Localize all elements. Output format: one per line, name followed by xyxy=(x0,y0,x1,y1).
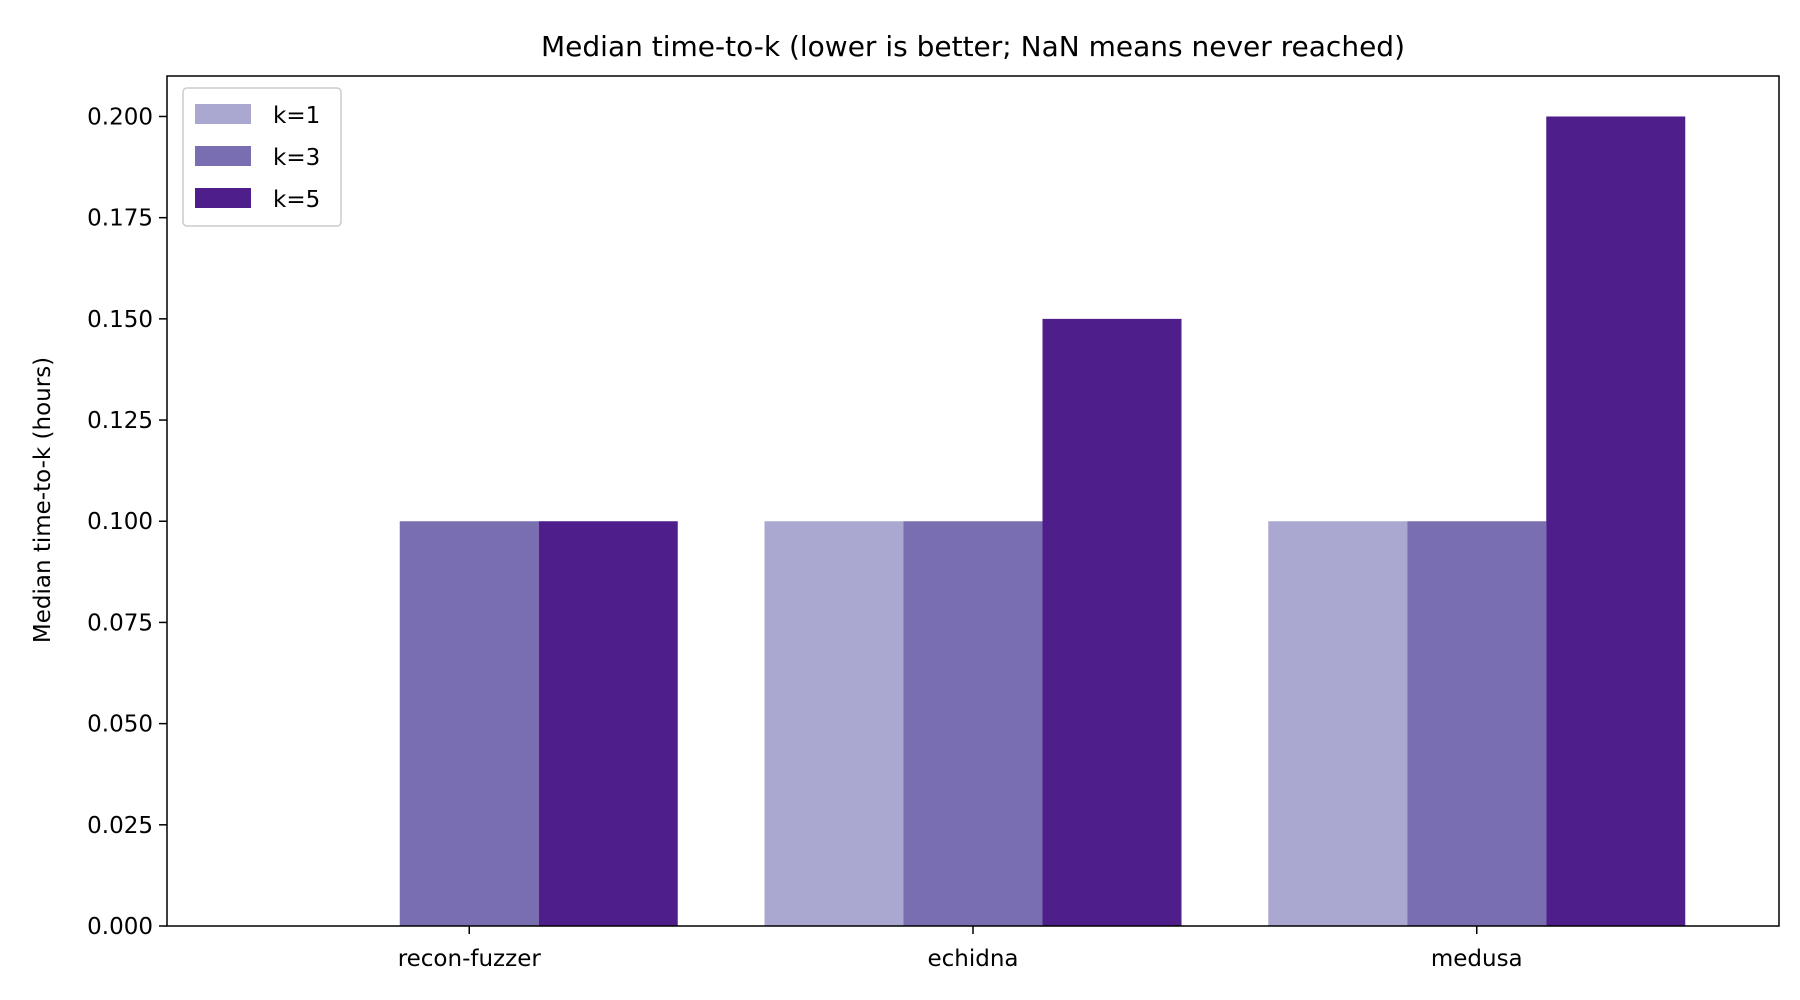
bar-echidna-k=3 xyxy=(903,521,1043,926)
bar-recon-fuzzer-k=5 xyxy=(538,521,678,926)
chart-title: Median time-to-k (lower is better; NaN m… xyxy=(541,30,1405,63)
y-tick-label: 0.000 xyxy=(87,914,153,940)
y-tick-label: 0.025 xyxy=(87,813,153,839)
bar-medusa-k=5 xyxy=(1546,116,1686,927)
legend-label: k=5 xyxy=(273,187,320,213)
bar-echidna-k=5 xyxy=(1042,318,1182,926)
y-tick-label: 0.075 xyxy=(87,610,153,636)
y-tick-label: 0.100 xyxy=(87,509,153,535)
x-tick-label: echidna xyxy=(927,946,1018,972)
bars-group xyxy=(399,116,1686,927)
legend-label: k=1 xyxy=(273,103,320,129)
bar-echidna-k=1 xyxy=(764,521,904,926)
x-tick-label: medusa xyxy=(1431,946,1523,972)
y-tick-label: 0.175 xyxy=(87,206,153,232)
bar-medusa-k=1 xyxy=(1268,521,1408,926)
bar-recon-fuzzer-k=3 xyxy=(399,521,539,926)
x-tick-label: recon-fuzzer xyxy=(398,946,542,972)
legend-swatch-k=5 xyxy=(195,188,251,208)
y-tick-label: 0.200 xyxy=(87,104,153,130)
legend: k=1 k=3 k=5 xyxy=(182,87,342,227)
legend-swatch-k=3 xyxy=(195,146,251,166)
x-axis: recon-fuzzer echidna medusa xyxy=(398,926,1523,972)
bar-medusa-k=3 xyxy=(1407,521,1547,926)
y-tick-label: 0.050 xyxy=(87,712,153,738)
plot-frame xyxy=(166,75,1780,927)
y-axis: 0.000 0.025 0.050 0.075 0.100 0.125 0.150 0.175… xyxy=(87,104,167,940)
y-tick-label: 0.150 xyxy=(87,307,153,333)
y-axis-label: Median time-to-k (hours) xyxy=(30,357,56,643)
legend-swatch-k=1 xyxy=(195,104,251,124)
y-tick-label: 0.125 xyxy=(87,408,153,434)
legend-label: k=3 xyxy=(273,145,320,171)
